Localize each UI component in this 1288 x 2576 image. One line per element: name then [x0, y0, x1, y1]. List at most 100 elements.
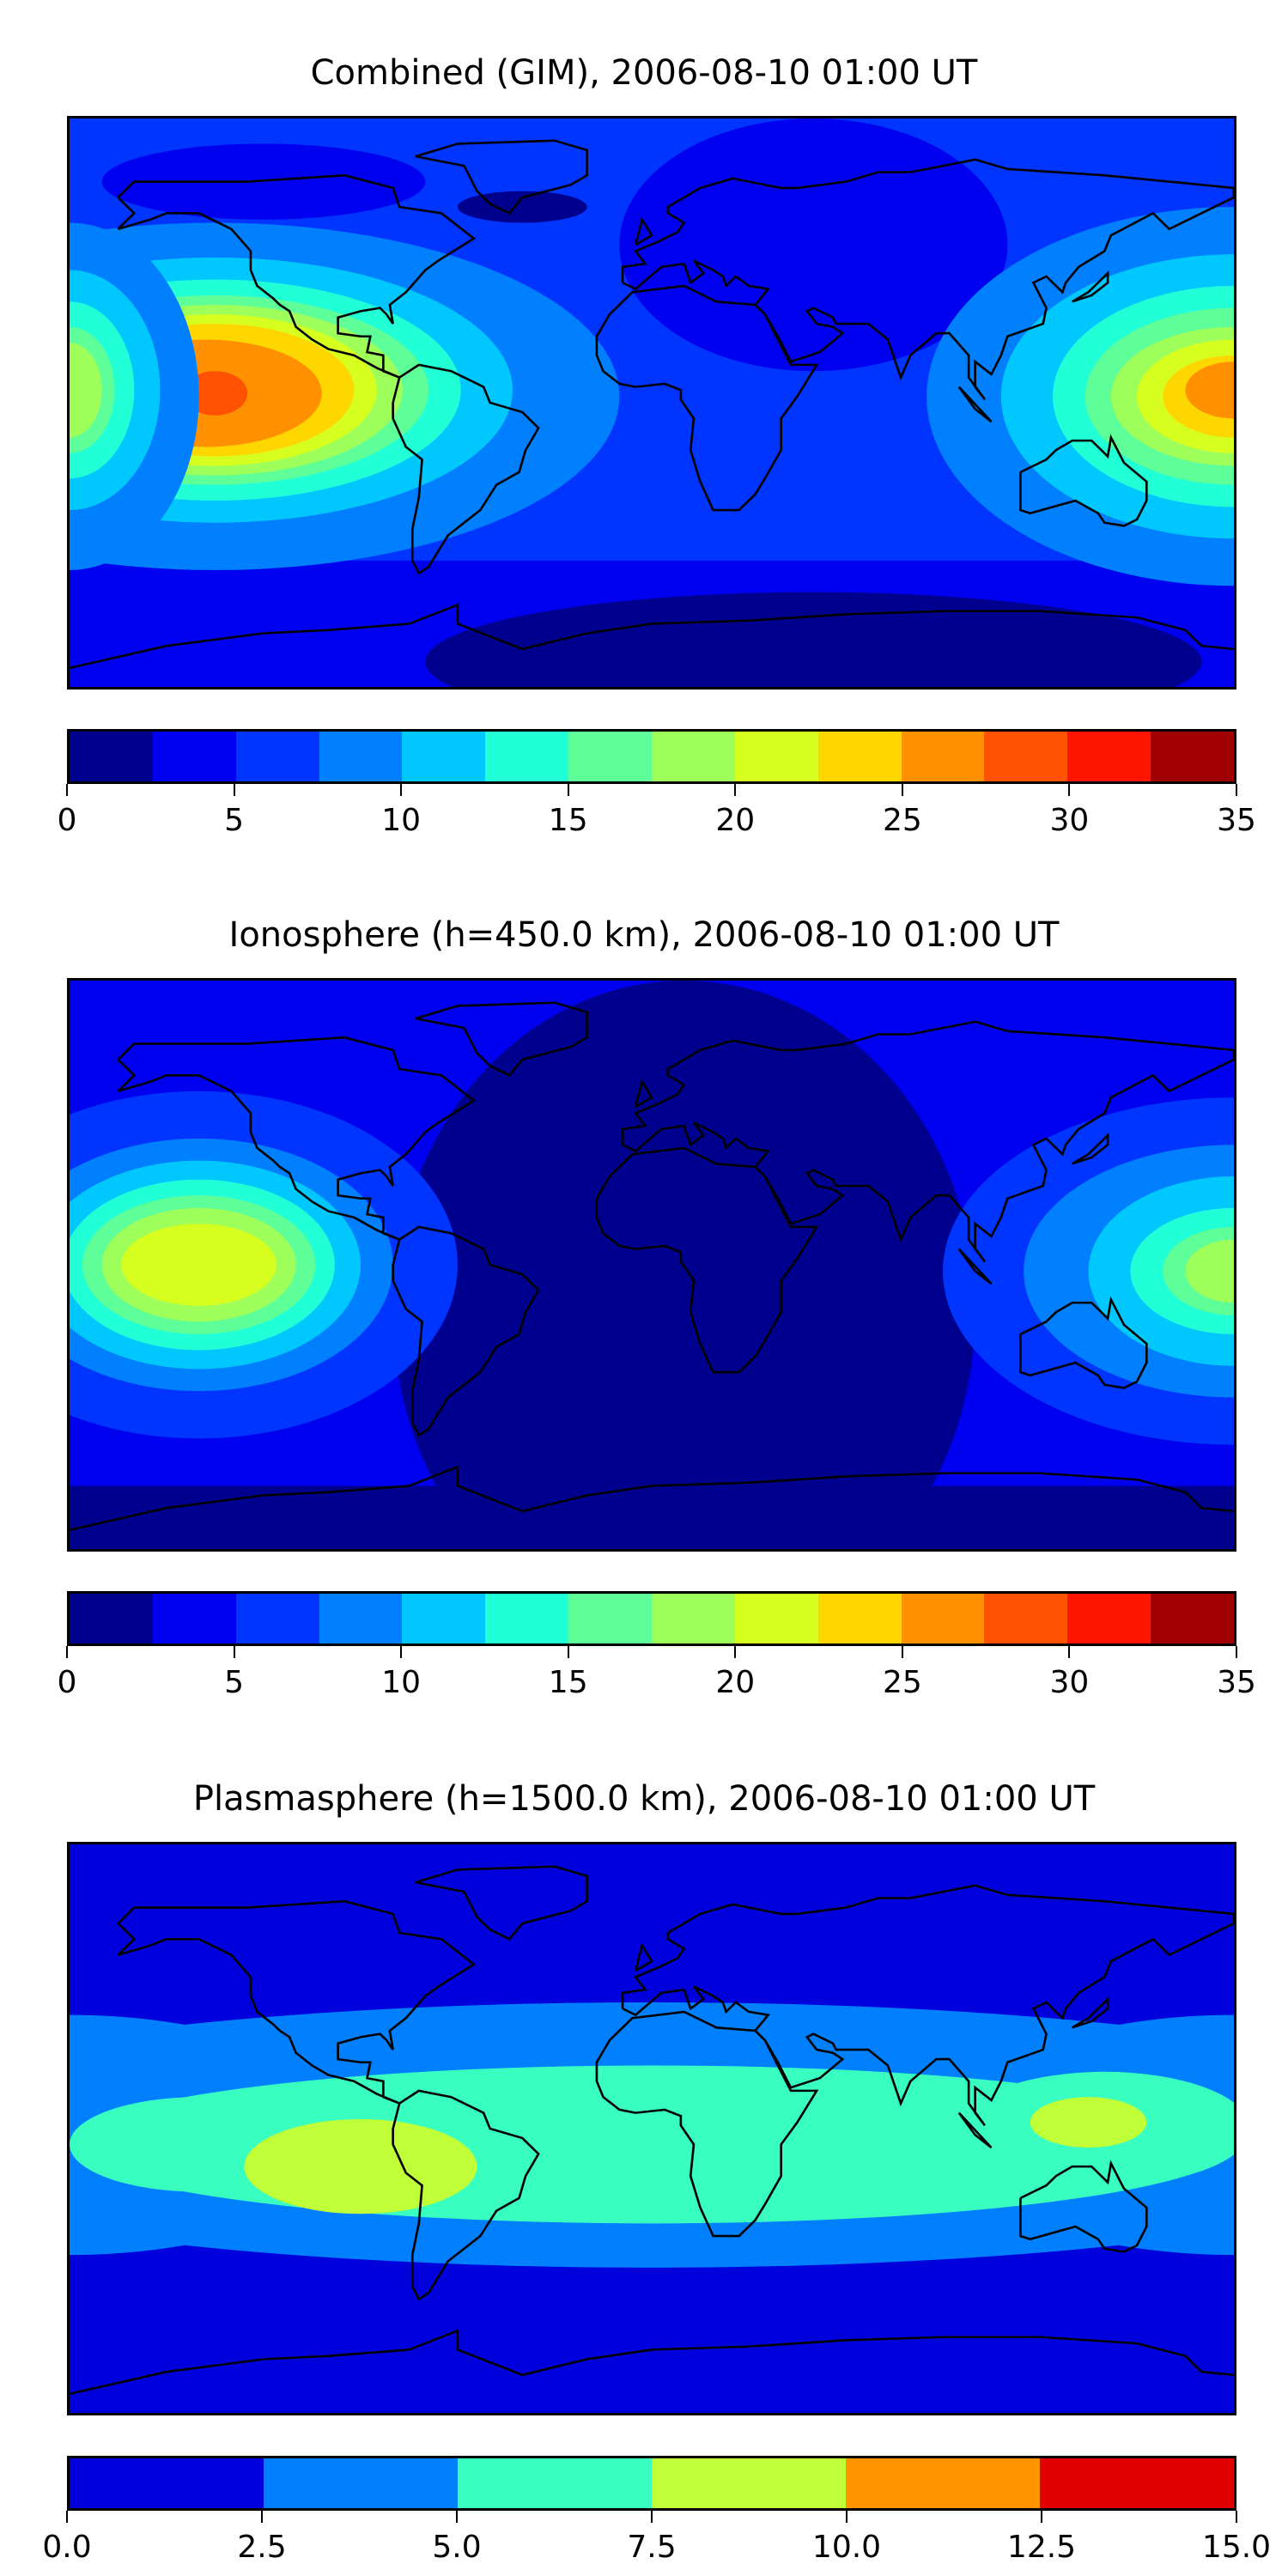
- colorbar-segment: [901, 732, 985, 781]
- contour-level-1: [619, 118, 1008, 372]
- colorbar-ticks-plasmasphere: 0.0 2.5 5.0 7.5 10.0 12.5 15.0: [42, 2511, 1271, 2565]
- coastline-africa: [595, 284, 819, 512]
- colorbar-tick-label: 12.5: [1006, 2530, 1077, 2565]
- coastline-north-america: [117, 1036, 477, 1241]
- colorbar-combined: [67, 729, 1236, 784]
- coastline-north-america: [117, 1899, 477, 2105]
- coastline-north-america: [117, 173, 477, 379]
- colorbar-tick-mark: [66, 2511, 68, 2523]
- coastline-britain: [634, 1942, 653, 1972]
- colorbar-tick-mark: [400, 1646, 403, 1658]
- colorbar-ionosphere: [67, 1591, 1236, 1646]
- colorbar-tick-label: 5: [224, 1665, 245, 1700]
- colorbar-tick-mark: [901, 1646, 903, 1658]
- coastline-eurasia: [621, 1020, 1234, 1263]
- colorbar-tick-label: 0: [57, 1665, 77, 1700]
- plot-title-plasmasphere: Plasmasphere (h=1500.0 km), 2006-08-10 0…: [192, 1779, 1096, 1819]
- contour-level-7: [1185, 1239, 1234, 1303]
- colorbar-tick-mark: [901, 784, 903, 796]
- coastline-south-america: [392, 2089, 540, 2301]
- contour-level-0: [70, 1485, 1234, 1549]
- colorbar-ticks-combined: 0 5 10 15 20 25 30 35: [58, 784, 1256, 838]
- colorbar-tick-label: 35: [1217, 1665, 1256, 1700]
- colorbar-segment: [70, 732, 153, 781]
- colorbar-tick-mark: [1068, 1646, 1071, 1658]
- coastline-japan: [1071, 270, 1109, 303]
- coastline-antarctica: [70, 603, 1234, 670]
- map-ionosphere: [67, 978, 1236, 1552]
- colorbar-segment: [652, 1594, 735, 1643]
- coastline-britain: [634, 216, 653, 246]
- coastline-eurasia: [621, 158, 1234, 401]
- coastline-greenland: [415, 1001, 588, 1077]
- colorbar-segment: [734, 1594, 818, 1643]
- colorbar-segment: [1067, 1594, 1151, 1643]
- colorbar-tick-mark: [66, 1646, 68, 1658]
- colorbar-segment: [235, 732, 319, 781]
- colorbar-segment: [817, 732, 902, 781]
- colorbar-tick-mark: [651, 2511, 653, 2523]
- colorbar-segment: [70, 1594, 153, 1643]
- colorbar-tick-label: 10: [381, 803, 422, 838]
- colorbar-segment: [319, 732, 403, 781]
- colorbar-tick-label: 5: [224, 803, 245, 838]
- colorbar-plasmasphere: [67, 2456, 1236, 2511]
- colorbar-tick-label: 30: [1049, 1665, 1090, 1700]
- colorbar-tick-label: 10.0: [811, 2530, 882, 2565]
- coastline-sumatra: [957, 386, 993, 423]
- colorbar-tick-label: 15: [548, 1665, 588, 1700]
- colorbar-segment: [1040, 2458, 1234, 2508]
- map-plasmasphere: [67, 1842, 1236, 2415]
- colorbar-tick-mark: [1236, 1646, 1237, 1658]
- colorbar-segment: [901, 1594, 985, 1643]
- colorbar-segment: [734, 732, 818, 781]
- colorbar-segment: [152, 1594, 236, 1643]
- coastline-antarctica: [70, 2329, 1234, 2396]
- colorbar-tick-label: 15.0: [1201, 2530, 1272, 2565]
- plot-title-combined: Combined (GIM), 2006-08-10 01:00 UT: [310, 53, 978, 93]
- colorbar-segment: [485, 1594, 569, 1643]
- coastline-antarctica: [70, 1465, 1234, 1532]
- colorbar-tick-label: 10: [381, 1665, 422, 1700]
- colorbar-tick-mark: [400, 784, 403, 796]
- colorbar-ticks-ionosphere: 0 5 10 15 20 25 30 35: [58, 1646, 1256, 1700]
- colorbar-segment: [984, 732, 1068, 781]
- map-combined: [67, 116, 1236, 690]
- contour-level-8: [121, 1224, 277, 1306]
- coastline-sumatra: [957, 1248, 993, 1285]
- colorbar-segment: [1151, 732, 1235, 781]
- colorbar-tick-mark: [734, 1646, 737, 1658]
- colorbar-tick-mark: [233, 1646, 235, 1658]
- colorbar-tick-label: 25: [882, 803, 922, 838]
- colorbar-tick-label: 35: [1217, 803, 1256, 838]
- contour-level-3: [244, 2118, 477, 2215]
- colorbar-segment: [70, 2458, 264, 2508]
- coastline-south-america: [392, 1225, 540, 1437]
- colorbar-segment: [402, 732, 486, 781]
- contour-level-10: [1185, 361, 1234, 419]
- contour-level-3: [1030, 2097, 1147, 2148]
- colorbar-segment: [458, 2458, 652, 2508]
- colorbar-segment: [652, 732, 735, 781]
- colorbar-segment: [402, 1594, 486, 1643]
- coastline-africa: [595, 2010, 819, 2238]
- colorbar-tick-mark: [1236, 784, 1237, 796]
- coastline-japan: [1071, 1133, 1109, 1165]
- colorbar-tick-label: 5.0: [432, 2530, 482, 2565]
- colorbar-segment: [846, 2458, 1040, 2508]
- colorbar-segment: [984, 1594, 1068, 1643]
- colorbar-segment: [264, 2458, 458, 2508]
- colorbar-tick-label: 0.0: [42, 2530, 92, 2565]
- colorbar-tick-mark: [455, 2511, 458, 2523]
- colorbar-tick-label: 25: [882, 1665, 922, 1700]
- contour-level-0: [425, 592, 1202, 687]
- colorbar-segment: [817, 1594, 902, 1643]
- colorbar-tick-label: 2.5: [237, 2530, 287, 2565]
- colorbar-segment: [568, 1594, 653, 1643]
- colorbar-tick-mark: [1041, 2511, 1042, 2523]
- coastline-greenland: [415, 1865, 588, 1941]
- colorbar-segment: [319, 1594, 403, 1643]
- colorbar-tick-mark: [1236, 2511, 1237, 2523]
- colorbar-segment: [1067, 732, 1151, 781]
- coastline-greenland: [415, 139, 588, 215]
